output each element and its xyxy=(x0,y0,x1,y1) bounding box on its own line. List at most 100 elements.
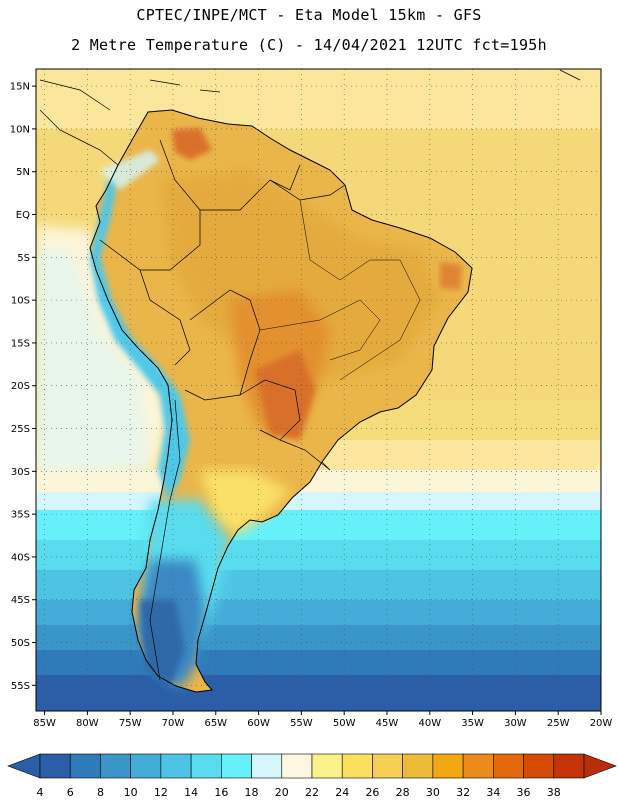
lat-label: 30S xyxy=(11,467,30,478)
colorbar-label: 6 xyxy=(67,786,74,799)
colorbar-label: 32 xyxy=(456,786,470,799)
lon-label: 60W xyxy=(247,718,270,729)
colorbar-box xyxy=(100,753,131,779)
lon-label: 35W xyxy=(461,718,484,729)
lon-label: 25W xyxy=(547,718,570,729)
border-chile-argentina xyxy=(149,399,181,681)
brazil-state-borders-2 xyxy=(259,299,381,361)
lon-label: 40W xyxy=(418,718,441,729)
colorbar-high-arrow xyxy=(583,753,617,779)
colorbar-label: 12 xyxy=(154,786,168,799)
lon-label: 85W xyxy=(33,718,56,729)
colorbar-boxes xyxy=(39,753,585,779)
colorbar-box xyxy=(190,753,222,779)
colorbar-label: 16 xyxy=(214,786,228,799)
colorbar-box xyxy=(341,753,373,779)
hotspot-northeast xyxy=(440,262,462,290)
lat-label: 45S xyxy=(11,595,30,606)
colorbar-box xyxy=(372,753,403,779)
coastline xyxy=(89,109,473,693)
interior-warm xyxy=(160,170,440,380)
colorbar-box xyxy=(130,753,162,779)
central-america-coast xyxy=(39,109,119,166)
map-frame xyxy=(35,68,602,712)
country-borders xyxy=(99,139,421,681)
lon-label: 70W xyxy=(162,718,185,729)
border-peru xyxy=(139,269,191,366)
colorbar-box xyxy=(493,753,524,779)
lat-label: 15N xyxy=(10,82,30,93)
patagonia-coldest xyxy=(140,600,185,688)
colorbar-label: 38 xyxy=(547,786,561,799)
ocean-pale-north xyxy=(36,69,601,129)
lat-label: 5N xyxy=(16,167,30,178)
colorbar-labels: 4 6 8 10 12 14 16 18 20 22 24 26 28 30 32 34 36 38 xyxy=(37,786,561,799)
colorbar-label: 10 xyxy=(124,786,138,799)
lon-label: 65W xyxy=(204,718,227,729)
ocean-band-12 xyxy=(36,570,601,600)
colorbar-label: 14 xyxy=(184,786,198,799)
caribbean-islands xyxy=(39,69,581,111)
colorbar-label: 18 xyxy=(245,786,259,799)
lat-label: 35S xyxy=(11,510,30,521)
lon-label: 30W xyxy=(504,718,527,729)
colorbar-label: 20 xyxy=(275,786,289,799)
colorbar-box xyxy=(251,753,283,779)
pacific-cool-strip xyxy=(36,250,150,470)
lat-label: 15S xyxy=(11,338,30,349)
colorbar-box xyxy=(462,753,494,779)
pampas-mild xyxy=(200,470,290,535)
colorbar-label: 36 xyxy=(517,786,531,799)
lon-label: 50W xyxy=(333,718,356,729)
lat-label: 50S xyxy=(11,638,30,649)
ocean-band-4 xyxy=(36,675,601,711)
lat-label: EQ xyxy=(16,210,30,221)
border-paraguay xyxy=(239,379,301,441)
longitude-labels: 85W 80W 75W 70W 65W 60W 55W 50W 45W 40W 35W 30W 25W 2… xyxy=(33,711,612,729)
colorbar-box xyxy=(221,753,252,779)
lon-label: 45W xyxy=(376,718,399,729)
map-title-line1: CPTEC/INPE/MCT - Eta Model 15km - GFS xyxy=(136,6,482,24)
falkland-islands xyxy=(248,652,276,664)
colorbar-box xyxy=(432,753,464,779)
colorbar-label: 4 xyxy=(37,786,44,799)
brazil-state-borders xyxy=(299,199,421,381)
colorbar-box xyxy=(160,753,192,779)
colorbar: 4 6 8 10 12 14 16 18 20 22 24 26 28 30 32 34 36 38 xyxy=(7,753,617,799)
map-title-line2: 2 Metre Temperature (C) - 14/04/2021 12U… xyxy=(71,36,547,54)
lat-label: 40S xyxy=(11,552,30,563)
border-guianas xyxy=(269,179,346,201)
colorbar-label: 22 xyxy=(305,786,319,799)
ocean-band-20 xyxy=(36,470,601,492)
colorbar-label: 30 xyxy=(426,786,440,799)
lat-label: 10N xyxy=(10,124,30,135)
latitude-labels: 15N 10N 5N EQ 5S 10S 15S 20S 25S 30S 35S 40S 45S 50S 5… xyxy=(10,82,36,692)
colorbar-label: 26 xyxy=(365,786,379,799)
ocean-band-6 xyxy=(36,650,601,675)
ocean-band-16 xyxy=(36,510,601,540)
border-bolivia xyxy=(184,289,261,401)
hotspot-venezuela xyxy=(172,128,212,160)
lat-label: 55S xyxy=(11,681,30,692)
ocean-band-14 xyxy=(36,540,601,570)
colorbar-low-arrow xyxy=(7,753,41,779)
lat-label: 25S xyxy=(11,424,30,435)
lon-label: 75W xyxy=(119,718,142,729)
lat-label: 5S xyxy=(17,253,30,264)
graticule xyxy=(36,69,601,711)
colorbar-box xyxy=(402,753,434,779)
colorbar-box xyxy=(39,753,71,779)
colorbar-box xyxy=(523,753,555,779)
colorbar-label: 8 xyxy=(97,786,104,799)
hotspot-paraguay xyxy=(255,350,315,440)
colorbar-label: 34 xyxy=(486,786,500,799)
andes-cool-streak xyxy=(90,178,190,500)
border-uruguay xyxy=(279,439,331,471)
lat-label: 20S xyxy=(11,381,30,392)
colorbar-label: 28 xyxy=(396,786,410,799)
ocean-band-8 xyxy=(36,625,601,650)
ocean-band-10 xyxy=(36,600,601,625)
ocean-band-18 xyxy=(36,492,601,510)
lon-label: 20W xyxy=(590,718,613,729)
